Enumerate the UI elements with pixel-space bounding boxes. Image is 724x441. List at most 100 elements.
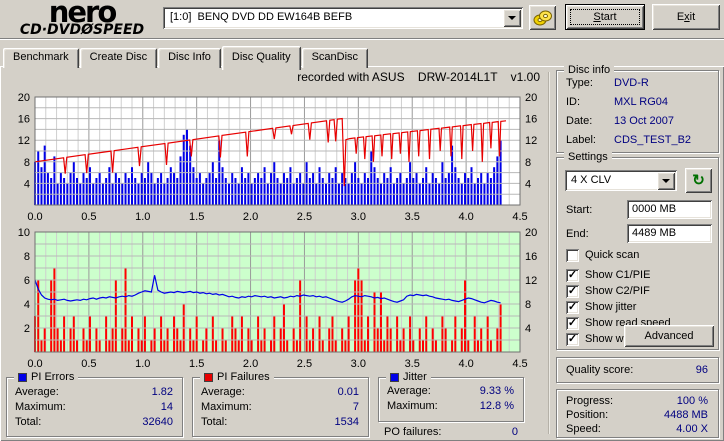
pi-failures-total: 1534 [334, 416, 359, 428]
chevron-down-icon [662, 179, 670, 183]
disc-label: CDS_TEST_B2 [614, 134, 692, 146]
svg-text:0.0: 0.0 [27, 211, 42, 223]
svg-text:4: 4 [24, 299, 30, 311]
refresh-icon: ↻ [692, 172, 705, 189]
disc-info-title: Disc info [564, 64, 615, 76]
svg-text:1.0: 1.0 [135, 211, 150, 223]
progress-value: 100 % [676, 395, 708, 407]
refresh-button[interactable]: ↻ [685, 168, 712, 193]
quick-scan-checkbox[interactable] [566, 248, 579, 262]
tab-create-disc[interactable]: Create Disc [79, 48, 158, 68]
drive-select-value: [1:0] BENQ DVD DD EW164B BEFB [170, 11, 353, 23]
pi-errors-chart: 4 8 12 16 20 4 8 12 16 20 0.0 0.5 1.0 1.5 2.0 2.5 3.0 3.5… [18, 92, 538, 223]
svg-text:10: 10 [18, 227, 30, 239]
svg-text:2.0: 2.0 [243, 211, 258, 223]
pi-errors-maximum: 14 [160, 401, 173, 413]
start-field[interactable]: 0000 MB [627, 200, 712, 219]
disc-date: 13 Oct 2007 [614, 115, 674, 127]
pi-errors-title: PI Errors [31, 371, 75, 383]
disc-id: MXL RG04 [614, 96, 669, 108]
pi-failures-average: 0.01 [337, 386, 359, 398]
pi-failures-color-swatch [204, 372, 213, 382]
settings-group: Settings 4 X CLV ↻ Start: 0000 MB End: 4… [556, 151, 719, 350]
svg-text:4.0: 4.0 [458, 358, 473, 368]
svg-text:2: 2 [24, 323, 30, 335]
pi-failures-chart: 2 4 6 8 10 4 8 12 16 20 0.0 0.5 1.0 1.5 2.0 2.5 3.0 3.5 4.… [18, 227, 538, 368]
tab-benchmark[interactable]: Benchmark [3, 48, 79, 68]
show-read-speed-checkbox[interactable]: ✓ [566, 316, 579, 330]
drive-select-dropdown-button[interactable] [503, 9, 521, 27]
svg-text:16: 16 [18, 114, 30, 126]
quality-score-box: Quality score: 96 [556, 357, 719, 383]
svg-text:20: 20 [18, 92, 30, 104]
end-field-value: 4489 MB [632, 227, 677, 239]
svg-text:12: 12 [18, 135, 30, 147]
tab-scandisc[interactable]: ScanDisc [301, 48, 369, 68]
po-failures-row: PO failures: 0 [384, 426, 518, 438]
pi-failures-maximum: 7 [352, 401, 359, 413]
speed-select[interactable]: 4 X CLV [565, 170, 677, 191]
jitter-average: 9.33 % [479, 385, 514, 397]
brand-subtitle: CD·DVDØSPEED [19, 22, 145, 38]
pi-failures-title: PI Failures [217, 371, 270, 383]
pi-failures-stats: PI Failures Average: 0.01 Maximum: 7 Total… [192, 371, 369, 437]
disc-type: DVD-R [614, 77, 649, 89]
speed-select-dropdown-button[interactable] [657, 172, 675, 190]
svg-text:12: 12 [525, 135, 537, 147]
svg-text:8: 8 [24, 157, 30, 169]
svg-text:3.0: 3.0 [351, 211, 366, 223]
svg-text:1.5: 1.5 [189, 211, 204, 223]
end-field[interactable]: 4489 MB [627, 224, 712, 243]
tab-bar: Benchmark Create Disc Disc Info Disc Qua… [3, 44, 369, 70]
jitter-maximum: 12.8 % [479, 400, 514, 412]
show-c1-pie-checkbox[interactable]: ✓ [566, 268, 579, 282]
pi-errors-color-swatch [18, 372, 27, 382]
svg-text:8: 8 [24, 251, 30, 263]
jitter-stats: Jitter Average: 9.33 % Maximum: 12.8 % [378, 371, 524, 422]
chevron-down-icon [508, 16, 516, 20]
svg-text:20: 20 [525, 227, 537, 239]
speed-select-value: 4 X CLV [571, 174, 612, 186]
svg-text:2.0: 2.0 [243, 358, 258, 368]
svg-text:3.5: 3.5 [405, 358, 420, 368]
svg-text:4.5: 4.5 [512, 211, 527, 223]
app-logo: nero CD·DVDØSPEED [4, 0, 160, 40]
speed-value: 4.00 X [676, 423, 708, 435]
svg-text:4.0: 4.0 [458, 211, 473, 223]
svg-text:4: 4 [525, 178, 531, 190]
svg-text:0.0: 0.0 [27, 358, 42, 368]
eject-discs-button[interactable] [529, 5, 556, 30]
drive-select[interactable]: [1:0] BENQ DVD DD EW164B BEFB [163, 7, 523, 29]
progress-box: Progress: 100 % Position: 4488 MB Speed: 4.… [556, 389, 719, 438]
svg-text:3.0: 3.0 [351, 358, 366, 368]
po-failures-value: 0 [511, 426, 518, 438]
jitter-title: Jitter [403, 371, 427, 383]
quality-score-label: Quality score: [566, 364, 634, 376]
tab-disc-info[interactable]: Disc Info [158, 48, 221, 68]
quality-score-value: 96 [695, 364, 708, 376]
brand-name: nero [48, 0, 118, 29]
svg-text:3.5: 3.5 [405, 211, 420, 223]
tab-disc-quality[interactable]: Disc Quality [221, 46, 301, 70]
chart-title: recorded with ASUS DRW-2014L1T v1.00 [297, 70, 540, 84]
svg-text:16: 16 [525, 114, 537, 126]
disc-icon: Ø [81, 22, 94, 38]
svg-text:16: 16 [525, 251, 537, 263]
jitter-color-swatch [390, 372, 399, 382]
pi-errors-stats: PI Errors Average: 1.82 Maximum: 14 Total:… [6, 371, 183, 437]
advanced-button[interactable]: Advanced [624, 325, 714, 347]
svg-text:20: 20 [525, 92, 537, 104]
focus-rect [570, 9, 640, 25]
start-field-value: 0000 MB [632, 203, 677, 215]
svg-text:4: 4 [24, 178, 30, 190]
show-c2-pif-checkbox[interactable]: ✓ [566, 284, 579, 298]
svg-text:6: 6 [24, 275, 30, 287]
svg-text:4: 4 [525, 323, 531, 335]
position-value: 4488 MB [663, 409, 708, 421]
svg-text:1.0: 1.0 [135, 358, 150, 368]
pi-errors-total: 32640 [142, 416, 173, 428]
show-write-speed-checkbox[interactable]: ✓ [566, 332, 579, 346]
show-jitter-checkbox[interactable]: ✓ [566, 300, 579, 314]
